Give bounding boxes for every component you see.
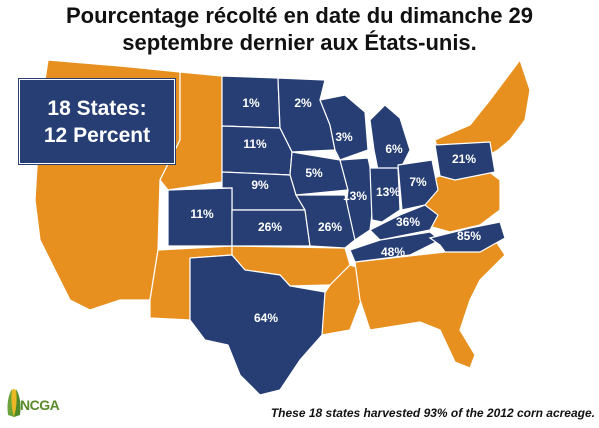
state-oh (397, 159, 439, 211)
label-ky: 36% (396, 215, 420, 229)
corn-logo-icon (7, 389, 21, 417)
summary-line-2: 12 Percent (43, 124, 151, 147)
highlighted-states-region (167, 75, 506, 396)
logo-text: NCGA (20, 397, 60, 413)
label-co: 11% (190, 207, 214, 221)
title-line-1: Pourcentage récolté en date du dimanche … (65, 3, 534, 28)
label-tn: 48% (381, 245, 405, 259)
map-title: Pourcentage récolté en date du dimanche … (0, 2, 599, 56)
label-mn: 2% (294, 96, 312, 110)
label-ks: 26% (258, 220, 282, 234)
label-il: 13% (343, 189, 367, 203)
label-pa: 21% (452, 152, 476, 166)
state-in (369, 167, 401, 223)
footnote: These 18 states harvested 93% of the 201… (270, 406, 595, 420)
label-ne: 9% (251, 178, 269, 192)
label-nc: 85% (457, 229, 481, 243)
state-pa (434, 141, 496, 181)
label-tx: 64% (254, 311, 278, 325)
state-wi (319, 94, 369, 161)
label-sd: 11% (243, 137, 267, 151)
summary-line-1: 18 States: (47, 97, 147, 120)
state-labels: 1% 2% 3% 6% 21% 11% 5% 9% 13% 13% 7% 11%… (190, 96, 481, 325)
state-mi (369, 104, 411, 171)
title-line-2: septembre dernier aux États-unis. (122, 30, 477, 55)
state-mo (294, 194, 356, 249)
state-ia (289, 151, 349, 196)
summary-box: 18 States: 12 Percent (19, 79, 175, 164)
state-tx (189, 254, 326, 396)
state-nc (428, 221, 506, 253)
label-oh: 7% (409, 175, 427, 189)
label-nd: 1% (242, 96, 260, 110)
label-mi: 6% (385, 142, 403, 156)
label-ia: 5% (305, 166, 323, 180)
label-mo: 26% (318, 220, 342, 234)
label-wi: 3% (335, 130, 353, 144)
label-in: 13% (376, 185, 400, 199)
